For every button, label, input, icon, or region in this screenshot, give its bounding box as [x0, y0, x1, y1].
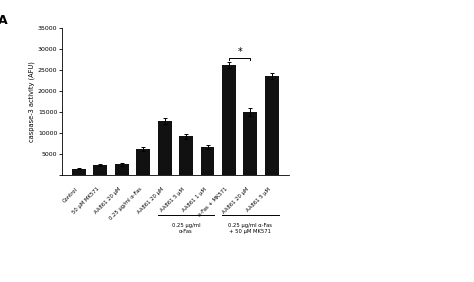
Text: AA861 1 μM: AA861 1 μM — [182, 187, 208, 213]
Bar — [244, 112, 257, 175]
Bar — [93, 165, 107, 175]
Bar — [265, 76, 279, 175]
Bar — [158, 121, 172, 175]
Bar — [179, 136, 193, 175]
Text: α-Fas + MK571: α-Fas + MK571 — [198, 187, 229, 218]
Bar — [136, 149, 150, 175]
Text: 0.25 μg/ml
α-Fas: 0.25 μg/ml α-Fas — [172, 223, 201, 234]
Y-axis label: caspase-3 activity (AFU): caspase-3 activity (AFU) — [28, 61, 35, 142]
Bar — [201, 147, 215, 175]
Bar — [115, 164, 129, 175]
Text: A: A — [0, 14, 8, 27]
Text: 0.25 μg/ml α-Fas
+ 50 μM MK571: 0.25 μg/ml α-Fas + 50 μM MK571 — [228, 223, 273, 234]
Bar — [72, 169, 86, 175]
Text: AA861 5 μM: AA861 5 μM — [160, 187, 186, 213]
Text: *: * — [237, 47, 242, 57]
Text: AA861 20 μM: AA861 20 μM — [136, 187, 164, 215]
Text: AA861 5 μM: AA861 5 μM — [246, 187, 272, 213]
Bar — [222, 65, 236, 175]
Text: 0.25 μg/ml α-Fas: 0.25 μg/ml α-Fas — [109, 187, 143, 221]
Text: AA861 20 μM: AA861 20 μM — [93, 187, 122, 215]
Text: Control: Control — [62, 187, 79, 204]
Text: 50 μM MK571: 50 μM MK571 — [72, 187, 100, 215]
Text: AA861 20 μM: AA861 20 μM — [222, 187, 250, 215]
